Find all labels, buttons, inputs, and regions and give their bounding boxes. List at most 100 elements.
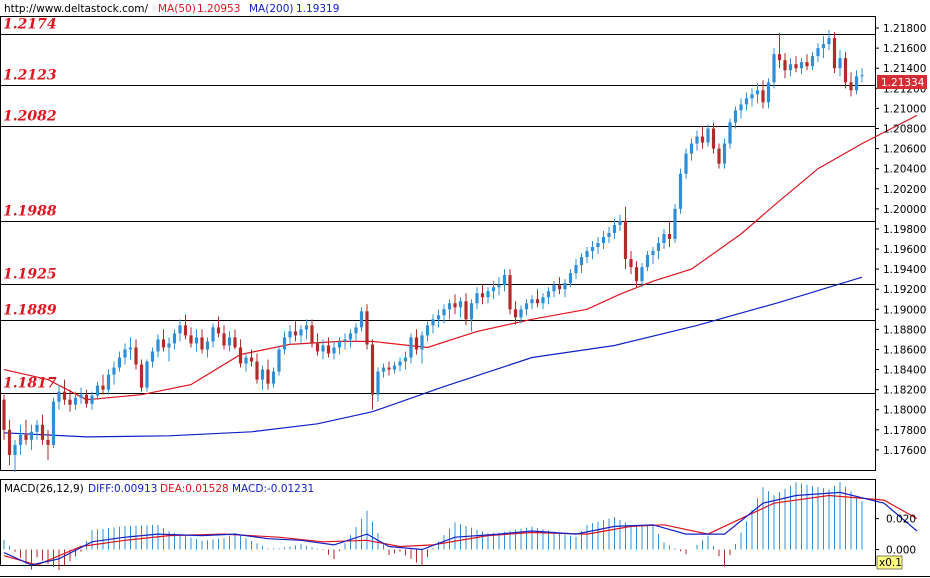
ma50-value: 1.20953 <box>197 3 240 15</box>
candle <box>821 36 826 59</box>
price-tick-label: 1.19600 <box>883 244 926 256</box>
price-tick-label: 1.19000 <box>883 304 926 316</box>
candle <box>585 247 589 264</box>
candle <box>469 299 474 332</box>
candle <box>266 359 270 390</box>
candle <box>370 339 375 410</box>
candle <box>167 337 171 362</box>
candle <box>574 259 578 280</box>
candle <box>156 334 160 358</box>
price-tick-label: 1.20400 <box>883 164 926 176</box>
candle <box>95 381 100 400</box>
candle <box>827 30 831 51</box>
candle <box>409 333 413 364</box>
candle <box>123 343 127 365</box>
candle <box>513 301 518 325</box>
level-label: 1.1988 <box>3 204 57 220</box>
candle <box>376 367 380 402</box>
candle <box>62 379 67 405</box>
candle <box>244 353 248 372</box>
support-resistance-levels: 1.2174 1.2123 1.2082 1.1988 1.1925 1.1889 1.18… <box>0 17 875 394</box>
candle <box>172 329 177 350</box>
candle <box>442 304 446 324</box>
candle <box>431 314 435 334</box>
candle <box>40 414 45 445</box>
candle <box>117 351 122 372</box>
candle <box>640 263 644 288</box>
candle <box>579 253 584 274</box>
price-tick-label: 1.21800 <box>883 23 926 35</box>
candle <box>101 374 105 395</box>
price-tick-label: 1.19400 <box>883 264 926 276</box>
candle <box>398 357 402 372</box>
candle <box>24 419 28 445</box>
candle <box>816 43 820 63</box>
candle <box>321 339 325 360</box>
candle <box>29 424 34 450</box>
candle <box>612 218 617 239</box>
macd-tick-label: 0.020 <box>886 514 916 526</box>
candle <box>475 287 479 310</box>
price-axis-ticks: 1.218001.216001.214001.212001.210001.208… <box>875 23 926 457</box>
candle <box>755 83 760 104</box>
ma200-layer <box>3 276 863 438</box>
price-tick-label: 1.20200 <box>883 184 926 196</box>
candle <box>766 78 771 109</box>
candle <box>112 361 116 385</box>
price-tick-label: 1.20800 <box>883 123 926 135</box>
candle <box>277 345 281 376</box>
candle <box>145 359 149 392</box>
candle <box>563 279 567 298</box>
candle <box>491 281 496 300</box>
candle <box>700 126 705 149</box>
candle <box>271 367 276 388</box>
source-url[interactable]: http://www.deltastock.com/ <box>4 3 149 15</box>
level-label: 1.2123 <box>3 68 57 84</box>
price-pane-frame <box>0 16 876 471</box>
candle <box>106 369 111 395</box>
level-label: 1.1925 <box>3 267 57 283</box>
candle <box>365 304 369 350</box>
candle <box>524 299 529 316</box>
candle <box>150 347 155 368</box>
candle <box>359 307 364 332</box>
ma50-label: MA(50) <box>158 3 196 15</box>
candle <box>535 289 540 308</box>
candle <box>194 329 199 352</box>
candle <box>843 52 848 89</box>
candle <box>849 72 853 97</box>
macd-diff-line <box>3 491 918 566</box>
candle <box>189 327 193 348</box>
candle <box>629 251 633 275</box>
candle <box>717 143 721 169</box>
candle <box>645 251 650 272</box>
price-tick-label: 1.20600 <box>883 144 926 156</box>
candle <box>387 361 391 376</box>
candle <box>678 168 683 214</box>
candle <box>634 261 639 288</box>
candle <box>134 339 138 370</box>
candle <box>73 391 78 410</box>
price-tick-label: 1.20000 <box>883 204 926 216</box>
candle <box>854 70 859 95</box>
candle <box>183 314 188 340</box>
candle <box>750 88 754 107</box>
candle <box>480 284 485 305</box>
macd-scale-tag-bg <box>876 555 903 570</box>
candle <box>79 387 83 404</box>
candle <box>299 325 303 344</box>
candle <box>216 316 221 338</box>
macd-dea-line <box>3 494 918 566</box>
candle <box>794 56 798 73</box>
candle <box>211 323 215 348</box>
macd-dea: DEA:0.01528 <box>160 483 229 495</box>
candle <box>651 247 655 265</box>
candle <box>420 331 424 364</box>
candle <box>744 92 749 111</box>
candle <box>403 351 408 370</box>
current-price-tag: 1.21334 <box>881 77 925 89</box>
price-tick-label: 1.17800 <box>883 425 926 437</box>
candle <box>425 321 430 342</box>
candle <box>788 58 793 77</box>
macd-pane-frame <box>0 479 876 566</box>
